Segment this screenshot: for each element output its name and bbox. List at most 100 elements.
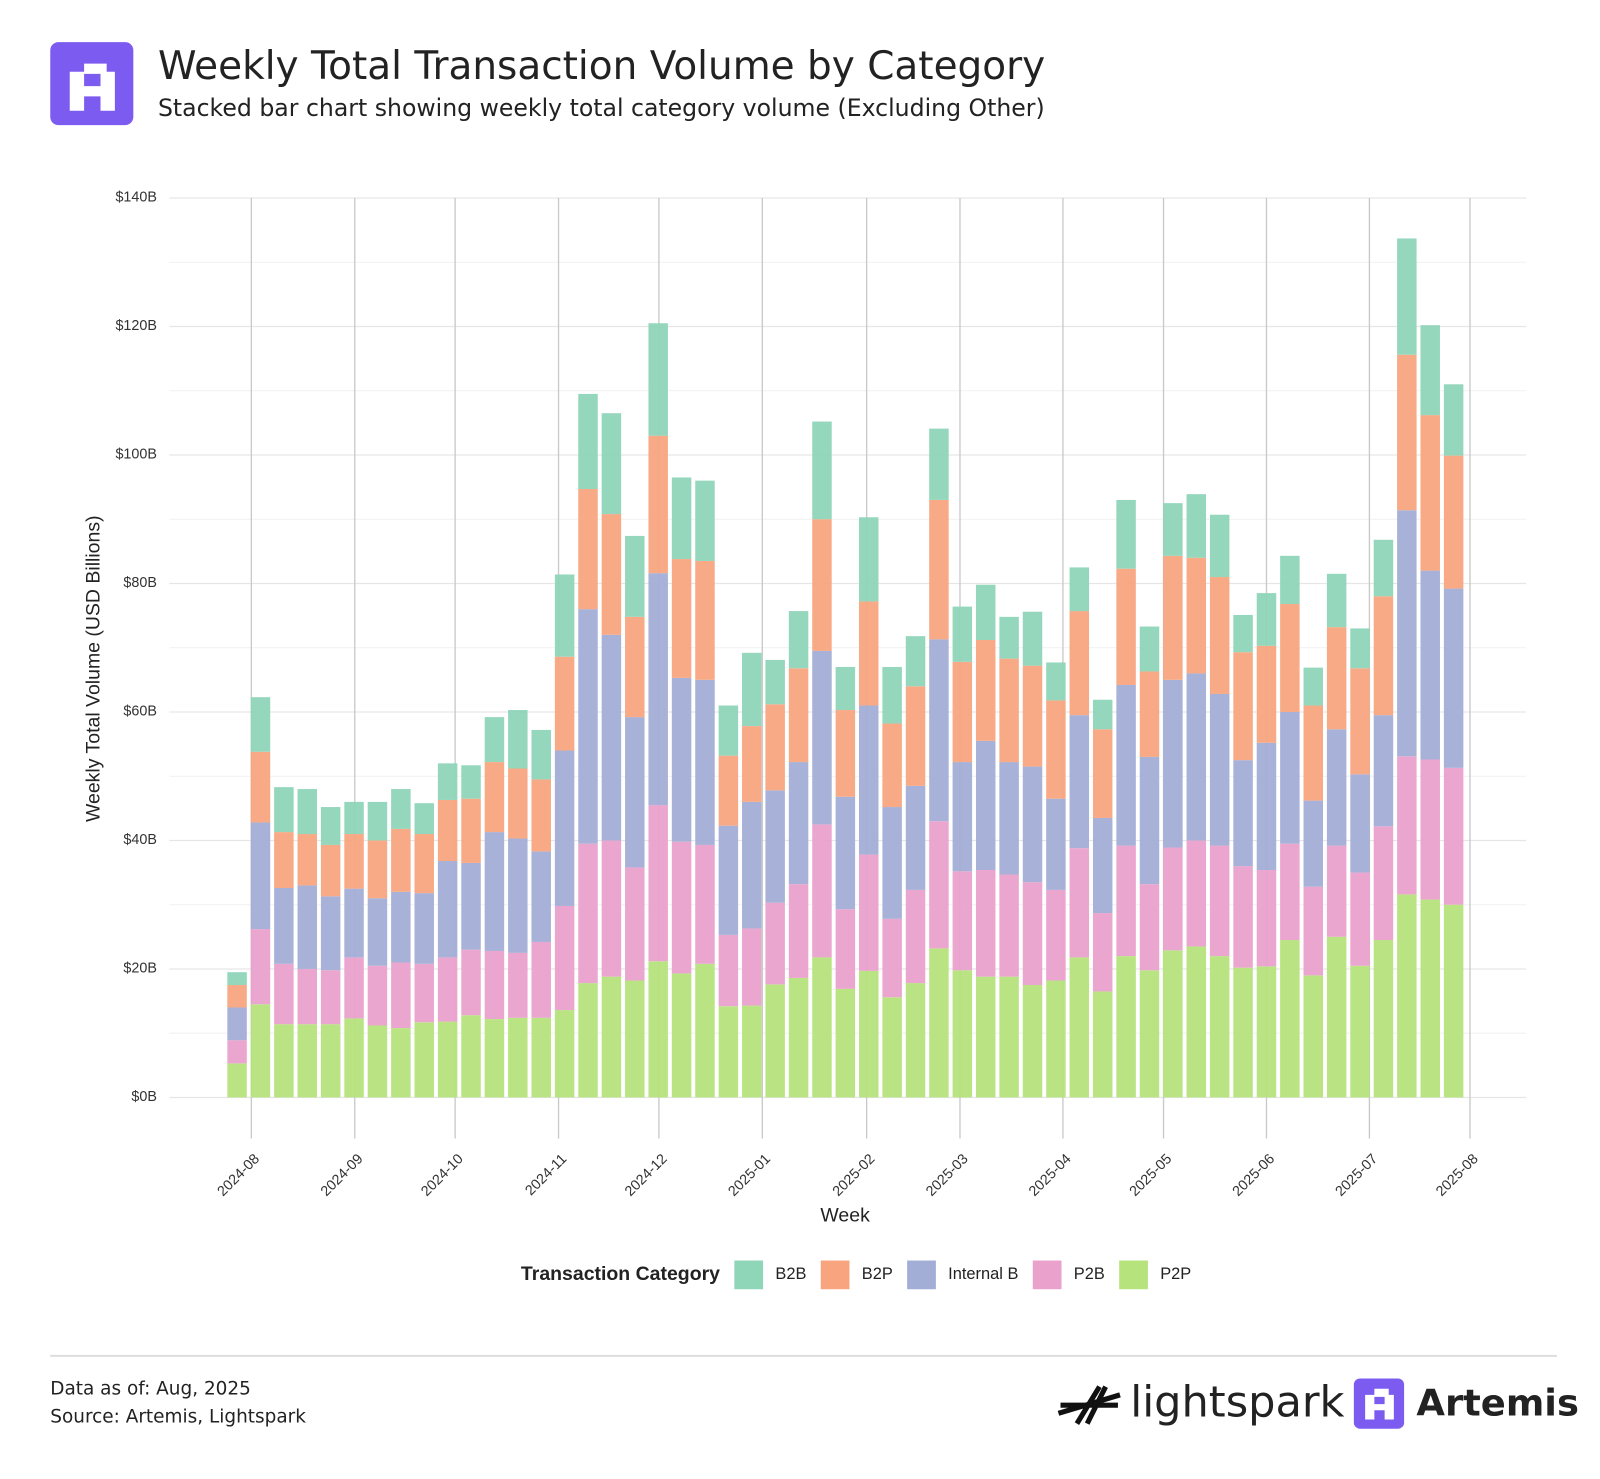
- bar-segment: [812, 421, 832, 520]
- bar-segment: [227, 1063, 247, 1098]
- bar-segment: [1022, 665, 1043, 767]
- bar-segment: [1209, 956, 1230, 1098]
- bar-segment: [1397, 510, 1417, 757]
- bar-segment: [367, 898, 388, 966]
- bar-segment: [531, 1017, 551, 1098]
- bar-segment: [274, 963, 294, 1025]
- bar-segment: [929, 639, 949, 822]
- bar-segment: [250, 751, 271, 823]
- bar-segment: [695, 963, 715, 1098]
- x-tick-label: 2025-01: [725, 1151, 774, 1200]
- bar-segment: [1116, 956, 1136, 1098]
- bar-segment: [1092, 699, 1113, 730]
- bar-segment: [835, 988, 856, 1098]
- bar-segment: [625, 535, 645, 617]
- bar-segment: [1233, 866, 1253, 968]
- bar-segment: [765, 790, 785, 903]
- bar-segment: [391, 1028, 411, 1098]
- bar-segment: [1046, 700, 1066, 799]
- legend-swatch: [820, 1260, 850, 1290]
- bar-segment: [297, 1024, 318, 1098]
- bar-segment: [1280, 604, 1300, 712]
- data-as-of: Data as of: Aug, 2025: [50, 1379, 251, 1400]
- bar-segment: [1373, 940, 1394, 1098]
- bar-segment: [1163, 847, 1183, 951]
- legend-label: P2B: [1074, 1265, 1105, 1283]
- x-tick-label: 2024-12: [622, 1151, 671, 1200]
- bar-segment: [1209, 845, 1230, 957]
- bar-segment: [835, 796, 856, 910]
- bar-segment: [1046, 980, 1066, 1098]
- bar-segment: [1303, 705, 1324, 801]
- bar-segment: [1163, 503, 1183, 556]
- bar-segment: [929, 428, 949, 500]
- bar-segment: [1397, 756, 1417, 895]
- bar-segment: [1046, 662, 1066, 701]
- bar-segment: [1186, 840, 1207, 947]
- bar-segment: [859, 517, 879, 602]
- bar-segment: [344, 957, 364, 1019]
- bar-segment: [625, 867, 645, 981]
- bar-segment: [391, 828, 411, 892]
- bar-segment: [1443, 455, 1464, 589]
- artemis-glyph: [1365, 1388, 1394, 1420]
- bar-segment: [1092, 817, 1113, 914]
- bar-segment: [625, 717, 645, 868]
- bar-segment: [1022, 985, 1043, 1098]
- legend-title: Transaction Category: [521, 1263, 720, 1285]
- bar-segment: [227, 1040, 247, 1064]
- bar-segment: [1443, 588, 1464, 768]
- bar-segment: [1326, 729, 1347, 846]
- bar-segment: [695, 480, 715, 561]
- bar-segment: [1303, 667, 1324, 706]
- bar-segment: [671, 677, 692, 842]
- source: Source: Artemis, Lightspark: [50, 1406, 306, 1427]
- bar-segment: [1116, 684, 1136, 846]
- bar-segment: [554, 1010, 575, 1098]
- header-logo: [50, 42, 134, 126]
- bar-segment: [344, 801, 364, 835]
- bar-segment: [344, 1018, 364, 1098]
- bar-segment: [367, 801, 388, 841]
- bar-segment: [320, 844, 341, 897]
- bar-segment: [788, 611, 809, 669]
- y-tick-label: $60B: [123, 704, 157, 720]
- bar-segment: [742, 652, 762, 727]
- x-tick-label: 2024-09: [318, 1151, 367, 1200]
- bar-segment: [227, 1007, 247, 1041]
- bar-segment: [1092, 729, 1113, 818]
- y-tick-label: $40B: [123, 832, 157, 848]
- bar-segment: [367, 1025, 388, 1098]
- bar-segment: [1092, 913, 1113, 992]
- bar-segment: [484, 762, 505, 833]
- bar-segment: [975, 740, 996, 871]
- bar-segment: [1350, 668, 1370, 775]
- bar-segment: [1256, 966, 1277, 1098]
- bar-segment: [1350, 628, 1370, 669]
- bar-segment: [905, 686, 926, 786]
- bar-segment: [929, 821, 949, 949]
- bar-segment: [671, 841, 692, 974]
- bar-segment: [671, 973, 692, 1098]
- bar-segment: [788, 668, 809, 763]
- bar-segment: [461, 1015, 481, 1098]
- bar-segment: [1022, 611, 1043, 666]
- bar-segment: [1069, 957, 1090, 1098]
- bar-segment: [1163, 679, 1183, 848]
- bar-segment: [297, 789, 318, 835]
- legend-label: Internal B: [948, 1265, 1018, 1283]
- bar-segment: [1420, 899, 1440, 1098]
- brand-lightspark: lightspark: [1130, 1378, 1344, 1428]
- bar-segment: [461, 765, 481, 799]
- bar-segment: [1397, 894, 1417, 1098]
- bar-segment: [905, 636, 926, 687]
- bar-segment: [531, 941, 551, 1018]
- bar-segment: [508, 838, 528, 953]
- legend-label: P2P: [1160, 1265, 1191, 1283]
- x-tick-label: 2025-05: [1127, 1151, 1176, 1200]
- x-tick-label: 2024-08: [214, 1151, 263, 1200]
- bar-segment: [484, 717, 505, 763]
- bar-segment: [250, 697, 271, 752]
- bar-segment: [484, 950, 505, 1020]
- bar-segment: [414, 1022, 434, 1098]
